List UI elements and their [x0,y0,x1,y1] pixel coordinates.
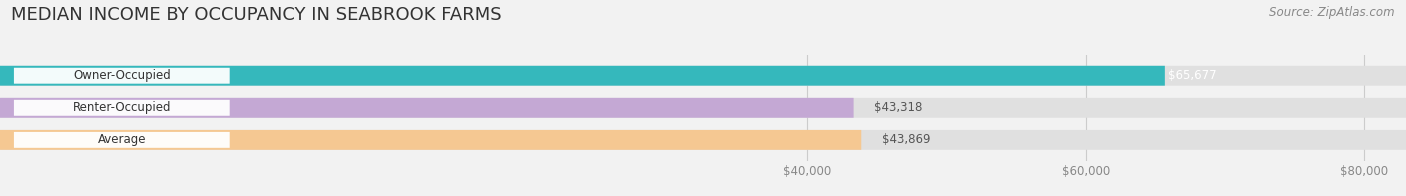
FancyBboxPatch shape [0,130,1406,150]
FancyBboxPatch shape [0,66,1164,86]
Text: $65,677: $65,677 [1167,69,1216,82]
Text: Average: Average [97,133,146,146]
FancyBboxPatch shape [14,100,229,116]
Text: $43,318: $43,318 [875,101,922,114]
FancyBboxPatch shape [14,132,229,148]
Text: Source: ZipAtlas.com: Source: ZipAtlas.com [1270,6,1395,19]
Text: Renter-Occupied: Renter-Occupied [73,101,172,114]
FancyBboxPatch shape [0,98,1406,118]
FancyBboxPatch shape [14,68,229,84]
FancyBboxPatch shape [0,130,862,150]
Text: MEDIAN INCOME BY OCCUPANCY IN SEABROOK FARMS: MEDIAN INCOME BY OCCUPANCY IN SEABROOK F… [11,6,502,24]
Text: Owner-Occupied: Owner-Occupied [73,69,170,82]
Text: $43,869: $43,869 [882,133,931,146]
FancyBboxPatch shape [0,98,853,118]
FancyBboxPatch shape [0,66,1406,86]
